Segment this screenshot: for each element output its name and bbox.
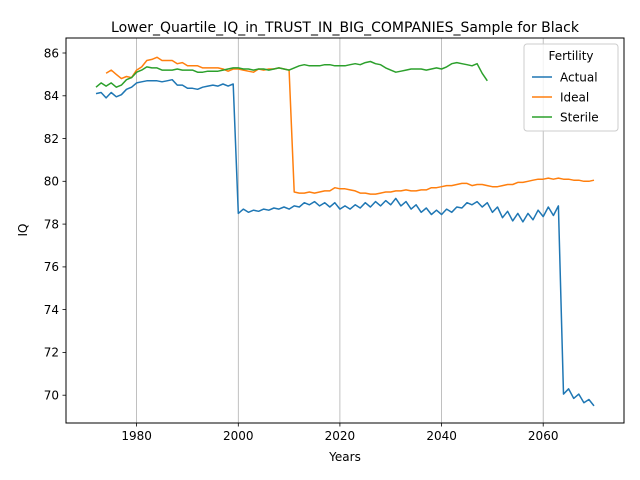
x-tick-label-2040: 2040 [426,429,457,443]
y-axis-ticks: 70 72 74 76 78 80 82 84 86 [44,46,66,403]
legend-label-ideal: Ideal [560,90,589,104]
x-tick-label-1980: 1980 [121,429,152,443]
y-tick-label-86: 86 [44,46,59,60]
x-axis-ticks: 1980 2000 2020 2040 2060 [121,423,558,443]
y-tick-label-80: 80 [44,175,59,189]
y-tick-label-78: 78 [44,217,59,231]
x-tick-label-2020: 2020 [325,429,356,443]
legend-title: Fertility [548,49,593,63]
series-lines [95,56,595,407]
y-axis-label: IQ [16,224,30,237]
legend-entries: Actual Ideal Sterile [532,70,599,124]
plot-frame [65,37,625,424]
series-line-sterile [95,60,488,88]
y-tick-label-74: 74 [44,303,59,317]
grid-lines [136,38,544,423]
x-tick-label-2060: 2060 [528,429,559,443]
y-tick-label-76: 76 [44,260,59,274]
y-tick-label-84: 84 [44,89,59,103]
legend: Fertility Actual Ideal Sterile [523,43,619,132]
y-tick-label-72: 72 [44,346,59,360]
legend-label-sterile: Sterile [560,110,599,124]
x-axis-label: Years [328,450,361,464]
y-tick-label-70: 70 [44,389,59,403]
series-line-actual [95,78,595,407]
legend-label-actual: Actual [560,70,598,84]
legend-box [523,43,619,132]
x-tick-label-2000: 2000 [223,429,254,443]
chart-title: Lower_Quartile_IQ_in_TRUST_IN_BIG_COMPAN… [111,20,580,36]
y-tick-label-82: 82 [44,132,59,146]
series-line-ideal [105,56,595,195]
